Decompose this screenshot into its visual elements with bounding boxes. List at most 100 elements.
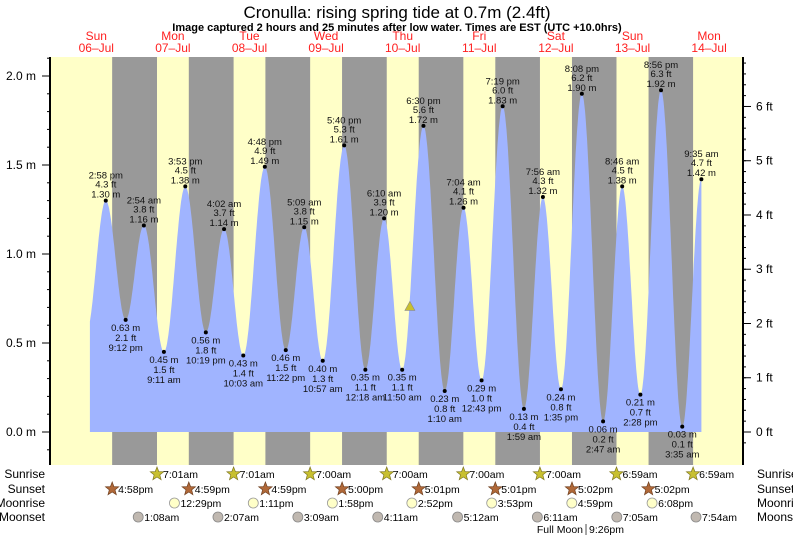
right-tick-label: 4 ft xyxy=(756,208,773,222)
tide-height-m: 0.23 m xyxy=(430,394,459,405)
moonrise-icon xyxy=(486,497,498,509)
sunset-icon xyxy=(411,481,427,496)
tide-dot xyxy=(123,317,128,322)
tide-dot xyxy=(183,184,188,189)
day-date-label: 07–Jul xyxy=(155,41,190,55)
left-tick-label: 2.0 m xyxy=(6,69,36,83)
sunrise-time: 7:00am xyxy=(393,469,428,481)
tide-time: 9:11 am xyxy=(147,375,181,386)
right-tick-label: 0 ft xyxy=(756,425,773,439)
day-name-label: Sat xyxy=(547,29,566,43)
day-date-label: 11–Jul xyxy=(462,41,496,55)
tide-height-m: 1.42 m xyxy=(687,168,716,179)
tide-time: 2:47 am xyxy=(586,444,620,455)
day-name-label: Thu xyxy=(392,29,413,43)
tide-curve xyxy=(89,90,702,432)
moonrise-time: 4:59pm xyxy=(578,498,613,510)
high-tide-point: 8:56 pm6.3 ft1.92 m xyxy=(644,60,678,93)
current-tide-marker-icon xyxy=(404,300,416,311)
tide-height-ft: 5.6 ft xyxy=(413,105,434,116)
tide-dot xyxy=(262,164,267,169)
tide-height-ft: 0.8 ft xyxy=(434,404,455,415)
tide-time: 5:09 am xyxy=(287,197,321,208)
moonrise-time: 12:29pm xyxy=(180,498,221,510)
moonset-time: 5:12am xyxy=(464,512,499,524)
tide-time: 9:12 pm xyxy=(108,343,142,354)
tide-height-ft: 0.8 ft xyxy=(550,402,571,413)
tide-height-m: 1.30 m xyxy=(91,190,120,201)
sunset-time: 4:58pm xyxy=(118,484,153,496)
tide-time: 8:08 pm xyxy=(565,64,599,75)
high-tide-point: 4:02 am3.7 ft1.14 m xyxy=(207,199,241,232)
moonrise-icon xyxy=(406,497,418,509)
tide-time: 11:50 am xyxy=(383,393,422,404)
moonrise-row-label-right: Moonrise xyxy=(757,496,793,510)
tide-time: 7:56 am xyxy=(526,167,560,178)
tide-height-m: 0.03 m xyxy=(668,430,697,441)
tide-height-m: 0.13 m xyxy=(509,412,538,423)
tide-time: 1:35 pm xyxy=(544,412,578,423)
moonset-icon xyxy=(452,511,463,523)
sunrise-icon xyxy=(608,466,625,481)
tide-height-ft: 0.2 ft xyxy=(593,434,614,445)
sunrise-time: 7:00am xyxy=(469,469,504,481)
sunset-time: 4:59pm xyxy=(195,484,230,496)
tide-height-m: 1.16 m xyxy=(129,215,158,226)
tide-height-ft: 3.9 ft xyxy=(374,197,395,208)
day-date-label: 10–Jul xyxy=(385,41,420,55)
tide-dot xyxy=(659,88,664,93)
tide-height-ft: 4.3 ft xyxy=(95,180,116,191)
tide-time: 3:35 am xyxy=(665,450,699,461)
tide-height-ft: 6.0 ft xyxy=(492,85,513,96)
sunrise-icon xyxy=(532,466,548,481)
tide-height-m: 1.72 m xyxy=(409,115,438,126)
sunset-icon xyxy=(257,481,274,496)
sunrise-icon xyxy=(225,466,242,481)
high-tide-point: 5:40 pm5.3 ft1.61 m xyxy=(327,115,361,148)
tide-height-ft: 4.3 ft xyxy=(532,176,553,187)
tide-dot xyxy=(699,177,704,182)
tide-height-ft: 2.1 ft xyxy=(115,333,136,344)
tide-dot xyxy=(601,419,606,424)
tide-dot xyxy=(400,367,405,372)
sunset-time: 5:00pm xyxy=(348,484,383,496)
sunrise-time: 7:01am xyxy=(240,469,275,481)
moonset-row-label-left: Moonset xyxy=(0,510,46,524)
tide-dot xyxy=(241,353,246,358)
chart-subtitle: Image captured 2 hours and 25 minutes af… xyxy=(172,22,622,34)
day-name-label: Mon xyxy=(161,29,184,43)
tide-height-m: 1.49 m xyxy=(250,156,279,167)
day-name-label: Sun xyxy=(622,29,643,43)
moonset-icon xyxy=(212,511,224,523)
tide-height-ft: 1.1 ft xyxy=(392,383,413,394)
high-tide-point: 8:08 pm6.2 ft1.90 m xyxy=(565,64,599,96)
full-moon-label: Full Moon xyxy=(537,524,583,536)
moonset-time: 3:09am xyxy=(304,512,339,524)
tide-time: 10:19 pm xyxy=(186,355,226,366)
right-tick-label: 3 ft xyxy=(756,262,773,276)
tide-extremes: 2:58 pm4.3 ft1.30 m0.63 m2.1 ft9:12 pm2:… xyxy=(89,60,719,460)
tide-time: 11:22 pm xyxy=(266,373,305,384)
sunset-icon xyxy=(104,481,120,496)
full-moon-time: 9:26pm xyxy=(589,524,624,536)
sunset-row-label-right: Sunset xyxy=(757,482,793,496)
tide-dot xyxy=(302,225,307,230)
sunset-time: 4:59pm xyxy=(271,484,306,496)
tide-dot xyxy=(421,123,426,128)
day-date-label: 14–Jul xyxy=(691,41,726,55)
tide-dot xyxy=(320,358,325,363)
tide-time: 3:53 pm xyxy=(168,156,202,167)
tide-dot xyxy=(461,205,466,210)
sunset-icon xyxy=(487,481,503,496)
moonset-time: 2:07am xyxy=(224,512,259,524)
sunset-time: 5:01pm xyxy=(501,484,536,496)
sunset-icon xyxy=(334,481,350,496)
tide-dot xyxy=(479,378,484,383)
right-tick-label: 2 ft xyxy=(756,316,773,330)
right-tick-label: 6 ft xyxy=(756,99,773,113)
sunrise-row-label-right: Sunrise xyxy=(757,467,793,481)
tide-time: 4:02 am xyxy=(207,199,241,210)
sunset-icon xyxy=(564,481,580,496)
